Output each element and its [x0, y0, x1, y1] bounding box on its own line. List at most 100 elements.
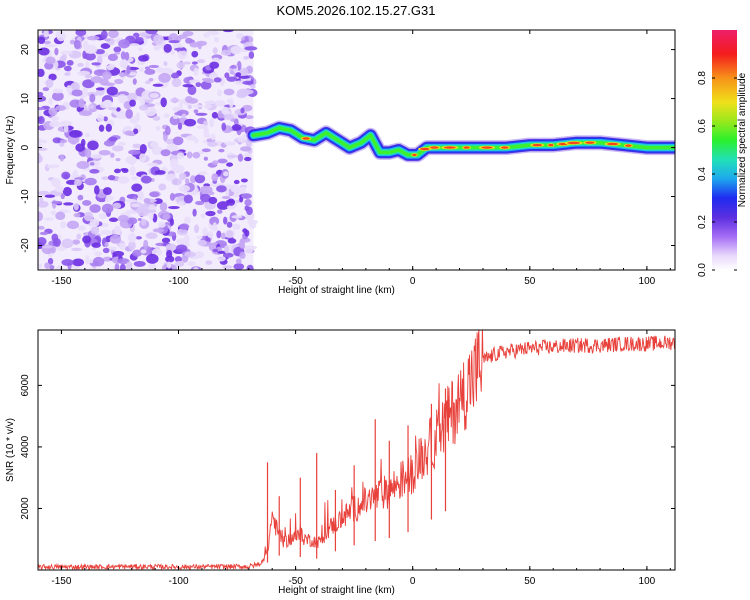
noise-blob	[235, 258, 242, 264]
noise-blob	[48, 73, 57, 81]
noise-blob	[77, 225, 86, 231]
snr-series-line	[38, 330, 675, 570]
noise-blob	[120, 51, 126, 60]
noise-blob	[43, 40, 51, 45]
noise-blob	[239, 67, 249, 76]
noise-blob	[135, 37, 144, 43]
noise-blob	[166, 261, 172, 269]
noise-blob	[115, 157, 121, 162]
snr-xtick-label: 100	[639, 576, 656, 587]
colorbar-label: Normalized spectral amplitude	[737, 72, 748, 207]
noise-blob	[163, 61, 168, 67]
noise-blob	[193, 109, 199, 114]
noise-blob	[127, 92, 138, 102]
noise-blob	[84, 75, 93, 79]
noise-blob	[114, 51, 121, 55]
noise-blob	[45, 44, 58, 48]
noise-blob	[143, 197, 151, 204]
noise-blob	[51, 200, 63, 205]
noise-blob	[199, 193, 211, 203]
noise-blob	[211, 111, 218, 119]
noise-blob	[56, 31, 66, 42]
noise-blob	[159, 202, 168, 212]
noise-blob	[187, 105, 192, 109]
noise-blob	[168, 40, 180, 44]
noise-blob	[174, 47, 187, 52]
noise-blob	[209, 216, 220, 226]
noise-blob	[176, 61, 185, 69]
noise-blob	[107, 246, 118, 251]
noise-blob	[241, 193, 253, 199]
noise-blob	[85, 255, 90, 265]
noise-blob	[60, 50, 73, 55]
noise-blob	[194, 251, 205, 259]
noise-blob	[90, 76, 103, 84]
noise-blob	[202, 227, 208, 237]
noise-blob	[38, 211, 44, 222]
snr-xtick-label: 50	[524, 576, 536, 587]
spec-ylabel: Frequency (Hz)	[5, 116, 16, 185]
noise-blob	[146, 162, 159, 167]
noise-blob	[165, 125, 171, 136]
noise-blob	[217, 158, 228, 164]
noise-blob	[183, 194, 193, 204]
noise-blob	[104, 241, 109, 248]
noise-blob	[124, 51, 130, 61]
noise-blob	[144, 68, 156, 75]
noise-blob	[109, 234, 122, 244]
noise-blob	[82, 199, 92, 206]
noise-blob	[187, 97, 199, 104]
noise-blob	[55, 211, 66, 221]
noise-blob	[100, 43, 111, 49]
noise-blob	[160, 149, 171, 157]
noise-blob	[226, 221, 233, 228]
noise-blob	[98, 149, 111, 156]
noise-blob	[91, 62, 101, 66]
noise-blob	[187, 261, 196, 267]
noise-blob	[61, 259, 74, 266]
noise-blob	[56, 265, 64, 270]
noise-blob	[138, 47, 143, 52]
noise-blob	[148, 263, 156, 270]
noise-blob	[221, 122, 227, 131]
noise-blob	[226, 98, 233, 104]
noise-blob	[129, 43, 140, 47]
noise-blob	[102, 82, 116, 87]
noise-blob	[196, 125, 208, 129]
noise-blob	[193, 67, 199, 76]
noise-blob	[153, 34, 164, 45]
noise-blob	[217, 209, 223, 214]
noise-blob	[149, 141, 159, 148]
noise-blob	[102, 256, 113, 262]
noise-blob	[158, 183, 167, 191]
noise-blob	[218, 148, 225, 153]
noise-blob	[124, 130, 135, 136]
noise-blob	[230, 45, 242, 55]
noise-blob	[52, 91, 64, 102]
noise-blob	[221, 106, 229, 116]
noise-blob	[207, 230, 214, 239]
noise-blob	[139, 143, 147, 154]
noise-blob	[77, 62, 84, 68]
noise-blob	[71, 247, 82, 252]
noise-blob	[71, 89, 83, 97]
noise-blob	[242, 80, 254, 85]
noise-blob	[152, 83, 164, 87]
colorbar-tick-label: 0.2	[697, 215, 708, 229]
noise-blob	[227, 198, 236, 206]
noise-blob	[73, 169, 78, 177]
noise-blob	[206, 141, 218, 147]
noise-blob	[246, 264, 254, 270]
noise-blob	[91, 242, 101, 248]
spec-xlabel: Height of straight line (km)	[278, 285, 395, 296]
noise-blob	[233, 263, 245, 270]
noise-blob	[89, 218, 100, 227]
noise-blob	[50, 115, 60, 121]
noise-blob	[89, 162, 95, 166]
noise-blob	[178, 98, 184, 109]
noise-blob	[138, 55, 149, 62]
noise-blob	[182, 61, 191, 65]
noise-blob	[72, 239, 81, 245]
noise-blob	[43, 30, 49, 38]
noise-blob	[172, 136, 184, 146]
